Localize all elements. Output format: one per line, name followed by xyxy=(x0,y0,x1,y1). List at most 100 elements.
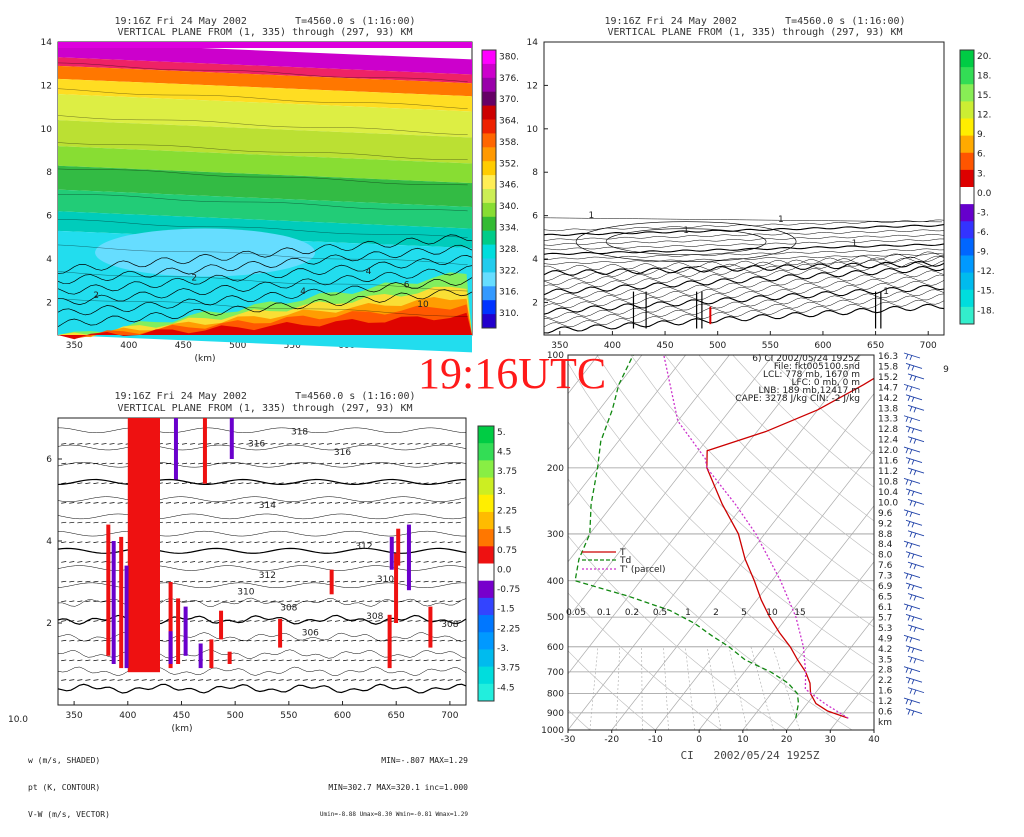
height-label: 15.2 xyxy=(878,373,898,383)
wind-vector xyxy=(383,502,389,504)
sounding-info: CAPE: 3278 J/kg CIN: -2 J/kg xyxy=(735,394,860,404)
wind-vector xyxy=(455,620,461,622)
wind-vector xyxy=(431,580,437,583)
wind-vector xyxy=(270,521,276,524)
wind-vector xyxy=(198,502,204,504)
contour-label: 316 xyxy=(334,448,351,458)
wind-vector xyxy=(190,541,196,543)
colorbar-swatch xyxy=(478,426,494,444)
colorbar-swatch xyxy=(482,161,496,176)
wind-vector xyxy=(310,620,316,622)
colorbar-label: 364. xyxy=(499,117,519,127)
wind-vector xyxy=(455,502,461,504)
wind-vector xyxy=(375,600,381,603)
wind-vector xyxy=(407,659,413,662)
wind-vector xyxy=(294,659,300,662)
wind-vector xyxy=(399,521,405,524)
wind-vector xyxy=(206,462,212,465)
wind-vector xyxy=(407,502,413,504)
mixing-ratio-label: 0.1 xyxy=(597,608,611,618)
wind-vector xyxy=(286,561,292,563)
wind-vector xyxy=(141,679,147,681)
colorbar-swatch xyxy=(482,105,496,120)
chart-subtitle: VERTICAL PLANE FROM (1, 335) through (29… xyxy=(117,403,413,414)
chart-title: 19:16Z Fri 24 May 2002 T=4560.0 s (1:16:… xyxy=(114,391,416,402)
height-label: 10.8 xyxy=(878,477,898,487)
contour-line xyxy=(543,219,945,232)
wind-vector xyxy=(431,541,437,543)
contour-label: 1 xyxy=(589,211,595,221)
colorbar-label: 3. xyxy=(977,169,986,179)
wind-vector xyxy=(455,580,461,583)
wind-vector xyxy=(85,659,91,662)
isotherm xyxy=(611,393,874,730)
colorbar-swatch xyxy=(960,169,974,188)
dry-adiabat xyxy=(630,355,874,592)
wind-vector xyxy=(310,502,316,504)
colorbar-swatch xyxy=(478,511,494,530)
sounding-info: 6) CI 2002/05/24 1925Z xyxy=(752,354,860,364)
wind-vector xyxy=(326,521,333,524)
wind-vector xyxy=(351,482,357,484)
wind-vector xyxy=(439,561,445,563)
wind-vector xyxy=(407,482,413,484)
wind-vector xyxy=(318,620,324,622)
wind-vector xyxy=(359,443,365,445)
dry-adiabat xyxy=(596,355,874,628)
colorbar-swatch xyxy=(478,563,494,582)
wind-vector xyxy=(399,600,405,603)
wind-vector xyxy=(198,580,204,583)
series-line-td xyxy=(574,355,800,719)
wind-vector xyxy=(334,580,341,583)
wind-vector xyxy=(375,580,381,583)
wind-vector xyxy=(198,521,204,524)
footer-right-line: Umin=-8.88 Umax=8.30 Wmin=-0.81 Wmax=1.2… xyxy=(319,811,468,818)
wind-vector xyxy=(117,462,123,465)
wind-vector xyxy=(318,679,324,681)
wind-vector xyxy=(246,600,252,603)
colorbar-swatch xyxy=(482,77,496,93)
wind-barb xyxy=(907,436,925,444)
wind-vector xyxy=(310,639,316,642)
updraft-shade xyxy=(387,614,392,669)
wind-vector xyxy=(375,541,381,543)
updraft-shade xyxy=(119,536,124,669)
wind-vector xyxy=(302,580,308,583)
wind-vector xyxy=(246,482,252,484)
wind-vector xyxy=(351,600,357,603)
wind-vector xyxy=(431,620,437,622)
wind-vector xyxy=(318,561,324,563)
wind-vector xyxy=(359,580,365,583)
wind-vector xyxy=(69,639,75,642)
dry-adiabat xyxy=(568,650,656,730)
wind-vector xyxy=(343,580,349,583)
footer-left-line: V-W (m/s, VECTOR) xyxy=(28,810,110,819)
wind-vector xyxy=(181,482,188,484)
contour-line xyxy=(543,243,945,255)
wind-vector xyxy=(367,502,373,504)
wind-vector xyxy=(117,679,123,681)
contour-line xyxy=(57,255,473,295)
plot-frame xyxy=(57,417,467,706)
height-label: 10.0 xyxy=(878,498,898,508)
wind-vector xyxy=(246,521,252,524)
sounding-info: LCL: 778 mb, 1670 m xyxy=(763,370,860,380)
wind-vector xyxy=(375,443,381,445)
wind-vector xyxy=(447,443,453,445)
wind-vector xyxy=(423,521,429,524)
footer-right-line: MIN=-.807 MAX=1.29 xyxy=(381,756,468,765)
contour-line xyxy=(543,280,945,309)
theta-plot: 3504004505005506006507002468101214(km)22… xyxy=(41,38,520,364)
wind-vector xyxy=(214,561,220,563)
colorbar-label: -0.75 xyxy=(497,585,520,595)
wind-vector xyxy=(190,443,196,445)
wind-vector xyxy=(334,482,341,484)
wind-vector xyxy=(286,482,292,484)
wind-vector xyxy=(165,541,171,543)
wind-vector xyxy=(222,541,228,543)
height-label: 1.6 xyxy=(878,687,893,697)
wind-vector xyxy=(173,521,180,524)
wind-vector xyxy=(415,462,421,465)
wind-vector xyxy=(101,482,107,484)
wind-vector xyxy=(343,521,349,524)
